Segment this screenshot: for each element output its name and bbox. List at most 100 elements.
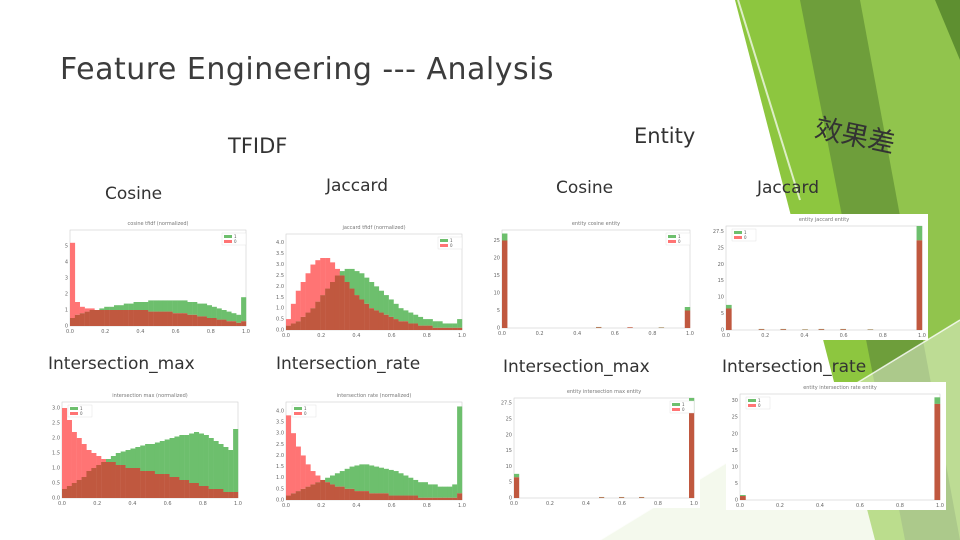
y-tick-label: 1 <box>65 308 68 314</box>
y-tick-label: 0.0 <box>276 328 284 334</box>
y-tick-label: 4 <box>65 260 68 266</box>
bar-overlap <box>339 486 345 500</box>
bar-class-1 <box>236 314 242 323</box>
label-tfidf-intersection-rate: Intersection_rate <box>276 354 421 374</box>
bar-overlap <box>167 311 173 326</box>
bar-class-0 <box>330 262 336 282</box>
y-tick-label: 0 <box>497 326 500 332</box>
bar-overlap <box>369 493 375 500</box>
y-tick-label: 0.0 <box>52 496 60 502</box>
bar-class-0 <box>300 282 306 317</box>
bar-overlap <box>197 316 203 326</box>
bar-class-1 <box>325 477 331 483</box>
bar-class-1 <box>422 319 428 326</box>
y-tick-label: 25 <box>718 245 724 251</box>
bar-class-1 <box>349 466 355 489</box>
bar-overlap <box>158 311 164 326</box>
bar-overlap <box>840 329 846 330</box>
legend-swatch <box>734 236 742 239</box>
bar-overlap <box>130 468 136 498</box>
legend-swatch <box>224 235 232 238</box>
label-tfidf-intersection-max: Intersection_max <box>48 354 195 374</box>
bar-overlap <box>916 240 923 330</box>
legend-label: 0 <box>682 407 685 412</box>
legend-swatch <box>748 399 756 402</box>
y-tick-label: 4.0 <box>276 240 284 246</box>
bar-class-1 <box>104 306 110 310</box>
x-tick-label: 0.4 <box>352 503 360 509</box>
chart-title: intersection rate (normalized) <box>337 393 412 399</box>
bar-overlap <box>216 319 222 326</box>
bar-class-1 <box>369 282 375 309</box>
bar-class-1 <box>167 300 173 312</box>
bar-overlap <box>177 313 183 326</box>
bar-class-1 <box>216 308 222 320</box>
x-tick-label: 0.0 <box>510 501 518 507</box>
x-tick-label: 0.4 <box>352 333 360 339</box>
bar-overlap <box>305 486 311 500</box>
legend-swatch <box>440 239 448 242</box>
chart-legend: 10 <box>665 232 691 246</box>
y-tick-label: 10 <box>718 295 724 301</box>
bar-class-1 <box>364 464 370 492</box>
bar-class-1 <box>374 466 380 494</box>
legend-label: 1 <box>758 398 761 403</box>
slide-title: Feature Engineering --- Analysis <box>60 52 555 87</box>
bar-class-1 <box>140 445 146 471</box>
legend-swatch <box>748 404 756 407</box>
bar-class-1 <box>388 299 394 317</box>
bar-overlap <box>383 314 389 330</box>
legend-swatch <box>734 231 742 234</box>
y-tick-label: 1.5 <box>276 295 284 301</box>
bar-class-1 <box>359 464 365 492</box>
bar-class-1 <box>442 486 448 498</box>
x-tick-label: 1.0 <box>690 501 698 507</box>
y-tick-label: 20 <box>732 431 738 437</box>
label-entity-intersection-max: Intersection_max <box>503 357 650 377</box>
bar-class-1 <box>383 295 389 315</box>
bar-class-1 <box>726 304 732 309</box>
bar-class-1 <box>398 308 404 322</box>
bar-class-1 <box>437 321 443 328</box>
bar-class-1 <box>179 435 185 480</box>
bar-class-1 <box>109 306 115 310</box>
bar-overlap <box>780 329 787 330</box>
bar-overlap <box>300 488 306 500</box>
x-tick-label: 0.2 <box>101 329 109 335</box>
x-tick-label: 0.8 <box>879 333 887 339</box>
bar-class-1 <box>452 323 458 328</box>
bar-class-1 <box>369 465 375 494</box>
bar-class-1 <box>130 448 136 468</box>
bar-overlap <box>502 240 508 328</box>
bar-overlap <box>218 489 224 498</box>
y-tick-label: 5 <box>65 244 68 250</box>
y-tick-label: 3.5 <box>276 420 284 426</box>
bar-class-1 <box>158 300 164 312</box>
bar-overlap <box>315 482 321 500</box>
chart-entity-cosine: entity cosine entity 0 5 10 15 20 25 0.0 0.2 0.4 0… <box>488 218 696 338</box>
bar-overlap <box>393 319 399 330</box>
y-tick-label: 0.0 <box>276 498 284 504</box>
bar-overlap <box>135 468 141 498</box>
chart-title: jaccard tfidf (normalized) <box>341 225 405 231</box>
chart-title: entity jaccard entity <box>799 217 849 223</box>
y-tick-label: 5 <box>509 480 512 486</box>
bar-overlap <box>627 327 633 328</box>
bar-class-1 <box>110 456 116 462</box>
histogram-svg: entity intersection rate entity051015202… <box>732 385 944 509</box>
legend-label: 1 <box>678 234 681 239</box>
bar-overlap <box>123 310 129 326</box>
bar-class-1 <box>208 438 214 489</box>
bar-overlap <box>99 310 105 326</box>
bar-overlap <box>344 488 350 500</box>
bar-overlap <box>330 484 336 500</box>
bar-class-1 <box>457 406 463 494</box>
bar-overlap <box>398 495 404 500</box>
legend-swatch <box>70 412 78 415</box>
y-tick-label: 2.5 <box>276 442 284 448</box>
x-tick-label: 0.8 <box>654 501 662 507</box>
y-tick-label: 20 <box>506 432 512 438</box>
legend-label: 1 <box>450 238 453 243</box>
